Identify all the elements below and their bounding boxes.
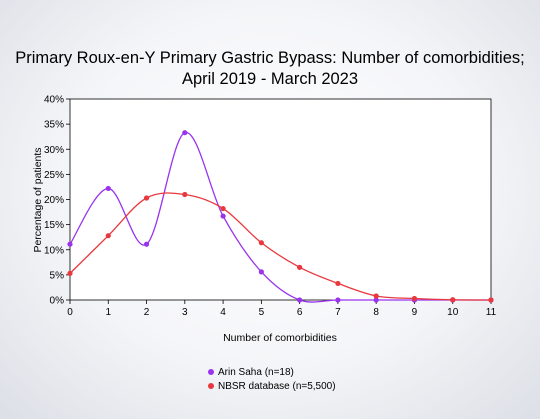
chart-title: Primary Roux-en-Y Primary Gastric Bypass… [0, 48, 540, 90]
data-point [220, 213, 226, 219]
legend-marker-series-1 [208, 369, 214, 375]
y-tick-label: 40% [44, 95, 64, 106]
data-point [335, 280, 341, 287]
y-tick-label: 30% [44, 145, 64, 156]
y-tick-label: 0% [50, 296, 65, 307]
legend: Arin Saha (n=18) NBSR database (n=5,500) [207, 365, 336, 393]
x-tick-label: 9 [412, 307, 418, 318]
x-tick-label: 10 [447, 307, 459, 318]
x-tick-label: 3 [182, 307, 188, 318]
legend-marker-series-2 [208, 383, 214, 389]
y-tick-label: 25% [44, 170, 64, 181]
y-tick-label: 10% [44, 245, 64, 256]
x-tick-label: 11 [486, 307, 497, 318]
x-tick-label: 7 [335, 307, 341, 318]
data-point [67, 241, 73, 247]
data-point [220, 205, 226, 212]
data-point [297, 264, 303, 270]
chart-title-line-2: April 2019 - March 2023 [181, 70, 359, 88]
x-tick-label: 2 [144, 307, 150, 318]
data-point [373, 297, 379, 303]
y-tick-label: 35% [44, 120, 64, 131]
legend-label-series-2: NBSR database (n=5,500) [218, 380, 336, 392]
y-tick-label: 20% [44, 195, 64, 206]
x-tick-label: 8 [373, 307, 379, 318]
data-point [182, 191, 188, 198]
chart-title-line-1: Primary Roux-en-Y Primary Gastric Bypass… [15, 49, 525, 67]
y-axis: 0% 5% 10% 15% 20% 25% 30% 35% 40% [44, 95, 70, 307]
data-point [297, 297, 303, 303]
data-point [258, 240, 264, 246]
plot-area [69, 98, 492, 301]
x-tick-label: 6 [297, 307, 303, 318]
legend-item-series-2: NBSR database (n=5,500) [207, 379, 336, 393]
data-point [105, 233, 111, 239]
data-point [105, 185, 111, 192]
y-axis-label: Percentage of patients [32, 147, 44, 252]
data-point [143, 195, 150, 201]
legend-label-series-1: Arin Saha (n=18) [218, 366, 294, 378]
legend-item-series-1: Arin Saha (n=18) [207, 365, 336, 379]
x-tick-label: 0 [67, 307, 73, 318]
data-point [258, 269, 264, 275]
series-2 [67, 191, 494, 303]
x-tick-label: 4 [220, 307, 226, 318]
data-point [411, 295, 418, 302]
data-point [373, 293, 379, 299]
series-line-2 [69, 192, 492, 301]
data-point [450, 297, 456, 303]
x-axis-label: Number of comorbidities [223, 332, 337, 344]
series-layer [67, 130, 494, 303]
data-point [67, 270, 73, 276]
data-point [488, 297, 494, 303]
data-point [335, 297, 341, 303]
data-point [182, 130, 188, 136]
data-point [143, 241, 150, 247]
y-tick-label: 5% [50, 270, 65, 281]
x-tick-label: 5 [259, 307, 265, 318]
x-axis: 0 1 2 3 4 5 6 7 8 9 10 11 [67, 300, 497, 318]
y-tick-label: 15% [44, 220, 64, 231]
x-tick-label: 1 [105, 307, 111, 318]
